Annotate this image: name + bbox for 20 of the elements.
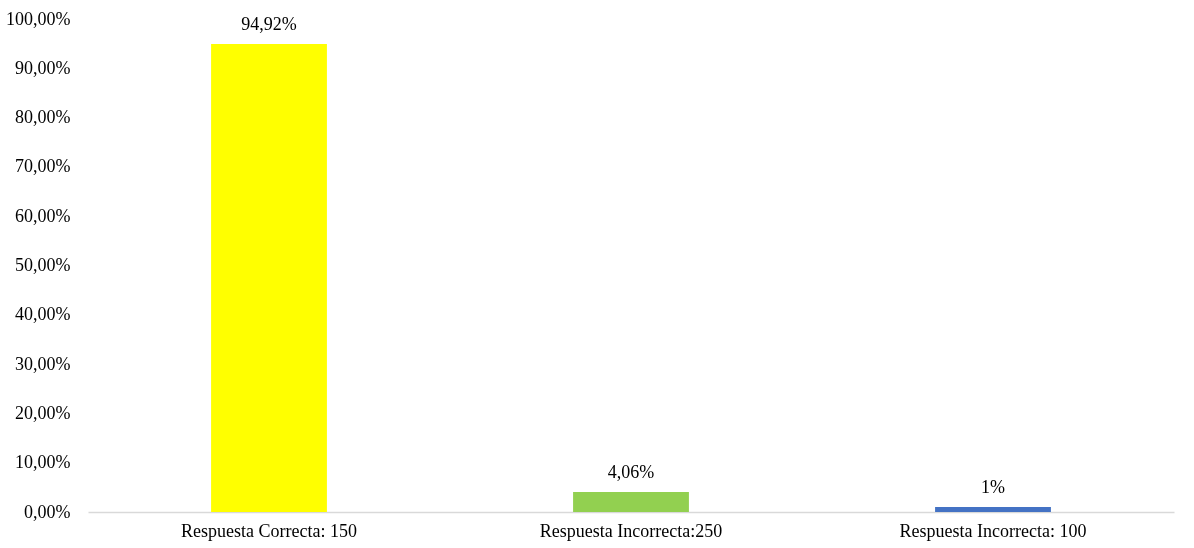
bar	[935, 507, 1051, 512]
data-label: 1%	[981, 477, 1005, 498]
y-tick-label: 60,00%	[15, 205, 71, 226]
y-tick-label: 0,00%	[24, 501, 71, 522]
x-tick-label: Respuesta Incorrecta: 100	[899, 520, 1087, 541]
bar	[211, 44, 327, 512]
y-tick-label: 100,00%	[6, 8, 71, 29]
bar	[573, 491, 689, 512]
x-tick-label: Respuesta Correcta: 150	[181, 520, 357, 541]
y-tick-label: 20,00%	[15, 402, 71, 423]
y-tick-label: 70,00%	[15, 156, 71, 177]
data-label: 4,06%	[607, 461, 655, 482]
y-tick-label: 90,00%	[15, 57, 71, 78]
y-tick-label: 50,00%	[15, 255, 71, 275]
x-tick-label: Respuesta Incorrecta:250	[539, 520, 723, 541]
y-tick-label: 80,00%	[15, 107, 71, 128]
y-tick-label: 10,00%	[15, 452, 71, 473]
y-tick-label: 40,00%	[15, 304, 71, 325]
y-tick-label: 30,00%	[15, 353, 71, 374]
data-label: 94,92%	[241, 14, 297, 35]
